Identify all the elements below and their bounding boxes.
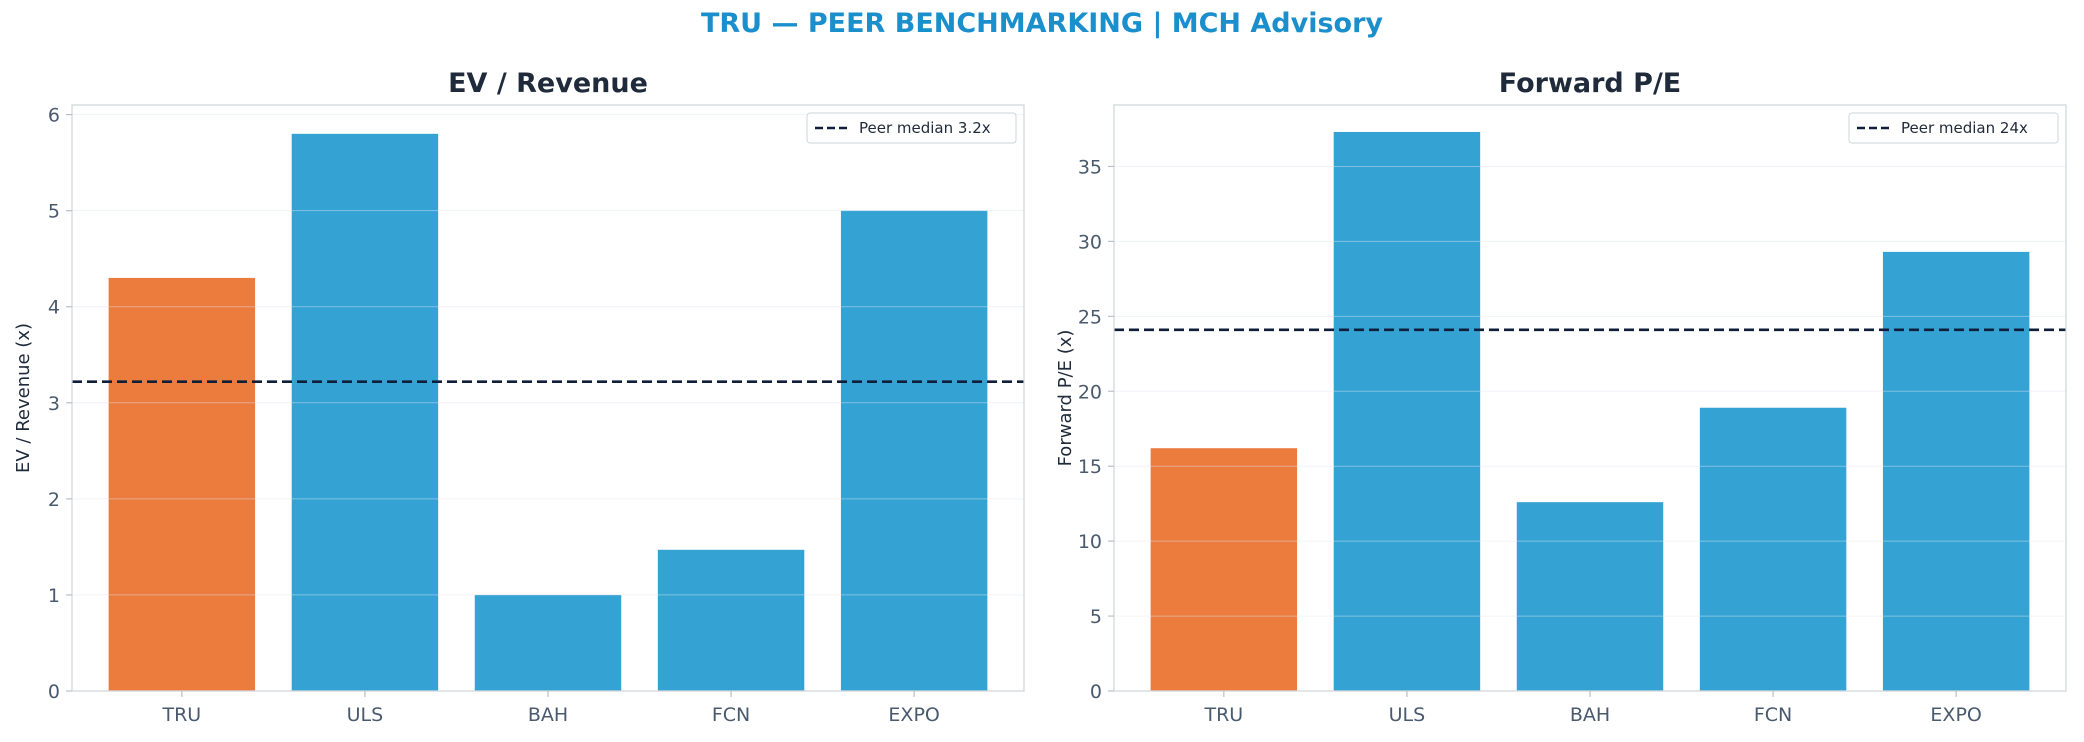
bar-bah [1516, 502, 1664, 691]
bar-expo [840, 210, 988, 692]
y-tick-label: 25 [1078, 306, 1102, 328]
y-tick-label: 5 [1090, 606, 1102, 628]
y-tick-label: 2 [48, 489, 60, 511]
y-axis-label: EV / Revenue (x) [13, 323, 34, 473]
bar-fcn [657, 549, 805, 691]
ev-revenue-chart: EV / Revenue 0 1 2 3 4 5 6 TRU ULS BAH FCN EXPO EV / … [13, 68, 1025, 726]
legend-box [806, 112, 1017, 144]
x-tick-label: ULS [1389, 704, 1426, 726]
y-tick-label: 4 [48, 297, 60, 319]
bar-uls [291, 133, 439, 691]
y-tick-label: 20 [1078, 381, 1102, 403]
legend-median-label: Peer median 24x [1901, 119, 2028, 137]
y-axis-label: Forward P/E (x) [1055, 330, 1076, 467]
legend-box [1848, 112, 2059, 144]
x-tick-label: ULS [347, 704, 384, 726]
y-tick-label: 0 [1090, 681, 1102, 703]
y-tick-label: 0 [48, 681, 60, 703]
x-tick-label: BAH [528, 704, 568, 726]
y-tick-label: 15 [1078, 456, 1102, 478]
y-tick-label: 1 [48, 585, 60, 607]
bar-expo [1882, 251, 2030, 691]
chart-title: EV / Revenue [448, 68, 648, 99]
y-tick-label: 6 [48, 105, 60, 127]
y-tick-label: 30 [1078, 231, 1102, 253]
x-tick-label: EXPO [1930, 704, 1981, 726]
chart-suptitle: TRU — PEER BENCHMARKING | MCH Advisory [700, 8, 1384, 39]
forward-pe-chart: Forward P/E 0 5 10 15 20 25 30 35 TRU ULS BAH FCN EXP… [1055, 68, 2067, 726]
x-tick-label: FCN [712, 704, 750, 726]
x-tick-label: TRU [1203, 704, 1243, 726]
x-tick-label: FCN [1754, 704, 1792, 726]
bar-bah [474, 594, 622, 691]
y-tick-label: 5 [48, 201, 60, 223]
y-tick-label: 10 [1078, 531, 1102, 553]
x-tick-label: TRU [161, 704, 201, 726]
bar-tru [1150, 448, 1298, 691]
x-tick-label: EXPO [888, 704, 939, 726]
bar-uls [1333, 131, 1481, 691]
y-tick-label: 3 [48, 393, 60, 415]
bar-tru [108, 277, 256, 691]
chart-title: Forward P/E [1499, 68, 1682, 99]
y-tick-label: 35 [1078, 156, 1102, 178]
x-tick-label: BAH [1570, 704, 1610, 726]
bar-fcn [1699, 407, 1847, 691]
legend-median-label: Peer median 3.2x [859, 119, 991, 137]
